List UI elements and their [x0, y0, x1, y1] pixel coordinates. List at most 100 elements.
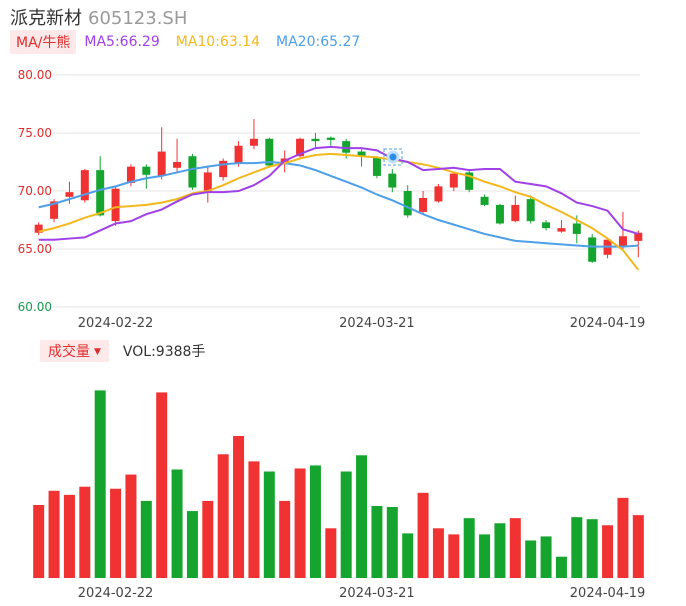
volume-bar: [432, 528, 444, 578]
candle-body: [311, 138, 320, 142]
ma-lines: [38, 145, 640, 271]
candle-body: [542, 222, 551, 229]
candle-body: [618, 236, 627, 247]
ma5-label: MA5:66.29: [84, 34, 160, 50]
volume-value: VOL:9388手: [122, 344, 206, 360]
candle-body: [449, 173, 458, 188]
volume-bar: [617, 497, 629, 578]
ma20-label: MA20:65.27: [276, 34, 361, 50]
cursor-marker: [383, 148, 403, 166]
volume-bar: [263, 471, 275, 578]
volume-bar: [63, 494, 75, 578]
volume-bar: [110, 488, 122, 578]
volume-bar: [33, 504, 45, 578]
candle-body: [326, 137, 335, 140]
candle-body: [265, 138, 274, 166]
x-tick-label: 2024-03-21: [339, 316, 415, 331]
volume-bar: [202, 500, 214, 578]
volume-bar: [340, 471, 352, 578]
candle-body: [34, 224, 43, 233]
candle-body: [511, 204, 520, 222]
volume-bar: [555, 556, 567, 578]
volume-bar: [540, 536, 552, 578]
candle-body: [403, 191, 412, 216]
volume-bar: [94, 390, 106, 578]
x-tick-label: 2024-02-22: [78, 316, 154, 331]
candle-body: [357, 151, 366, 157]
volume-selector-button[interactable]: 成交量 ▼: [40, 340, 109, 362]
candle-body: [434, 186, 443, 202]
candle-body: [557, 228, 566, 232]
candle-body: [465, 172, 474, 190]
volume-bar: [309, 465, 321, 578]
volume-bar: [156, 392, 168, 578]
stock-title: 派克新材 605123.SH: [10, 4, 187, 30]
y-tick-label: 75.00: [18, 126, 52, 140]
candle-body: [219, 160, 228, 178]
x-tick-label: 2024-03-21: [339, 586, 415, 601]
candlesticks: [34, 119, 643, 263]
candle-body: [50, 201, 59, 219]
candle-body: [203, 172, 212, 193]
volume-selector-label: 成交量: [48, 344, 90, 360]
volume-bar: [402, 533, 414, 578]
candle-body: [96, 170, 105, 216]
y-tick-label: 70.00: [18, 184, 52, 198]
candle-body: [419, 197, 428, 212]
volume-legend: 成交量 ▼ VOL:9388手: [40, 340, 206, 362]
stock-name: 派克新材: [10, 8, 82, 29]
ma-selector-button[interactable]: MA/牛熊: [10, 30, 77, 54]
candle-body: [480, 196, 489, 205]
volume-bar: [186, 511, 198, 578]
volume-bar: [325, 528, 337, 578]
candle-body: [126, 166, 135, 183]
volume-bar: [525, 540, 537, 578]
candle-body: [173, 162, 182, 168]
volume-bar: [632, 515, 644, 578]
price-axis: 80.00 75.00 70.00 65.00 60.00: [18, 68, 52, 314]
ma5-line: [38, 145, 639, 241]
volume-bar: [602, 525, 614, 578]
volume-bar: [586, 519, 598, 578]
volume-bar: [125, 474, 137, 578]
volume-bar: [463, 518, 475, 578]
volume-bar: [248, 461, 260, 578]
volume-bar: [371, 505, 383, 578]
x-tick-label: 2024-04-19: [570, 316, 646, 331]
ma20-line: [38, 160, 639, 248]
volume-bar: [509, 518, 521, 578]
volume-bar: [233, 436, 245, 578]
volume-bar: [217, 454, 229, 578]
price-grid: [53, 74, 640, 308]
candle-body: [157, 151, 166, 176]
volume-bar: [279, 500, 291, 578]
candle-body: [296, 138, 305, 157]
candle-body: [588, 237, 597, 262]
candle-body: [188, 156, 197, 188]
y-tick-label: 60.00: [18, 300, 52, 314]
volume-bar: [417, 492, 429, 578]
candle-body: [234, 145, 243, 164]
candle-body: [249, 138, 258, 146]
candle-body: [634, 232, 643, 241]
volume-bar: [140, 500, 152, 578]
volume-bar: [494, 523, 506, 578]
candle-body: [495, 204, 504, 224]
date-axis-price: 2024-02-22 2024-03-21 2024-04-19: [78, 316, 646, 331]
y-tick-label: 80.00: [18, 68, 52, 82]
candle-body: [342, 141, 351, 153]
volume-bars: [33, 390, 644, 578]
candle-body: [372, 157, 381, 176]
ma-legend: MA/牛熊 MA5:66.29 MA10:63.14 MA20:65.27: [10, 30, 376, 54]
volume-bar: [79, 486, 91, 578]
candle-body: [111, 188, 120, 222]
candle-body: [80, 170, 89, 201]
volume-bar: [571, 517, 583, 578]
candle-body: [65, 192, 74, 197]
candle-body: [572, 223, 581, 234]
caret-down-icon: ▼: [94, 347, 101, 357]
volume-bar: [48, 490, 60, 578]
candle-body: [526, 199, 535, 222]
volume-bar: [171, 469, 183, 578]
